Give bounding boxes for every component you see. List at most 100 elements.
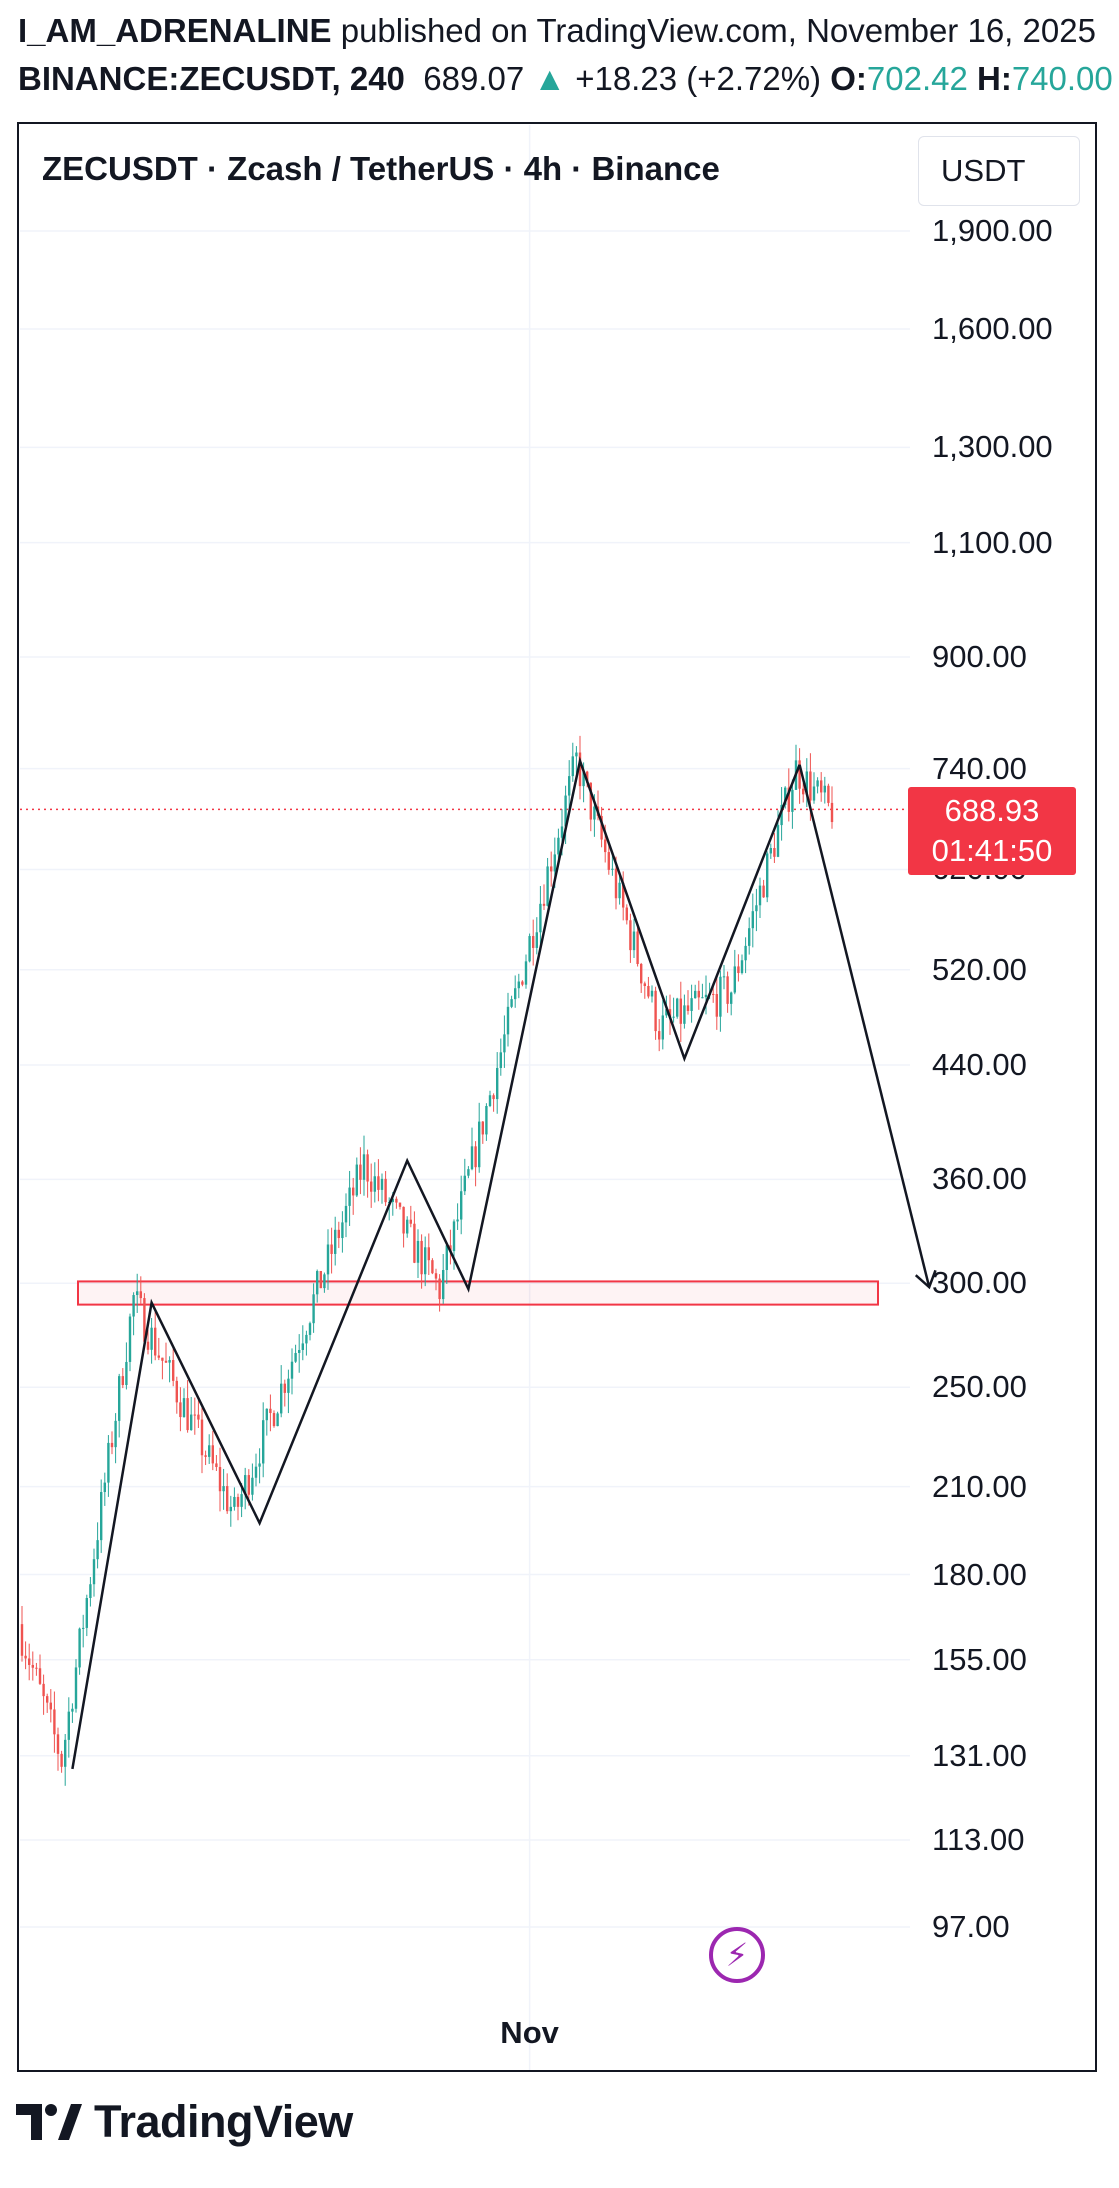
candle-body xyxy=(629,920,632,951)
y-tick-label: 1,300.00 xyxy=(932,429,1053,465)
candle-body xyxy=(715,994,718,1017)
candle-body xyxy=(755,905,758,912)
candle-body xyxy=(791,789,794,812)
candle-body xyxy=(406,1219,409,1234)
candle-body xyxy=(424,1247,427,1275)
candle-body xyxy=(665,1009,668,1016)
candle-body xyxy=(132,1295,135,1317)
candle-body xyxy=(809,771,812,801)
candle-body xyxy=(301,1343,304,1350)
candle-body xyxy=(521,981,524,985)
candle-body xyxy=(737,966,740,974)
projection-arrowhead xyxy=(914,1269,937,1290)
symbol-label: BINANCE:ZECUSDT, 240 xyxy=(18,60,405,97)
candle-body xyxy=(773,848,776,857)
candle-body xyxy=(542,903,546,906)
published-text: published on TradingView.com, November 1… xyxy=(340,12,1096,49)
candle-body xyxy=(49,1702,52,1710)
candle-body xyxy=(262,1420,265,1464)
y-tick-label: 155.00 xyxy=(932,1641,1027,1677)
candle-body xyxy=(168,1360,171,1363)
candle-body xyxy=(503,1034,506,1053)
candle-body xyxy=(614,868,618,899)
candle-body xyxy=(362,1154,366,1180)
projection-arrow-line xyxy=(798,764,931,1288)
candle-body xyxy=(229,1506,232,1512)
candle-body xyxy=(524,961,528,985)
candle-body xyxy=(535,932,538,948)
y-tick-label: 250.00 xyxy=(932,1369,1027,1405)
candle-body xyxy=(690,998,693,1011)
candle-body xyxy=(402,1206,405,1234)
candle-body xyxy=(625,907,628,921)
candle-body xyxy=(323,1274,326,1289)
candle-body xyxy=(222,1486,225,1492)
y-tick-label: 97.00 xyxy=(932,1909,1010,1944)
candle-body xyxy=(355,1164,358,1196)
candle-body xyxy=(488,1095,492,1107)
candle-body xyxy=(658,1031,661,1040)
candle-body xyxy=(125,1361,128,1386)
candle-body xyxy=(71,1708,74,1712)
candle-body xyxy=(445,1245,448,1271)
candle-body xyxy=(632,931,636,951)
candle-body xyxy=(64,1739,67,1767)
candle-body xyxy=(24,1655,27,1659)
candle-body xyxy=(370,1181,373,1192)
high-label: H: xyxy=(977,60,1012,97)
candle-body xyxy=(179,1402,182,1418)
author-name[interactable]: I_AM_ADRENALINE xyxy=(18,12,332,49)
currency-button[interactable]: USDT xyxy=(918,136,1080,206)
candle-body xyxy=(643,983,646,987)
candle-body xyxy=(359,1164,362,1180)
candle-body xyxy=(215,1463,218,1468)
candle-body xyxy=(89,1584,92,1598)
candle-body xyxy=(380,1178,384,1190)
support-zone xyxy=(77,1280,879,1306)
candle-body xyxy=(143,1298,146,1342)
candles xyxy=(20,735,834,1786)
candle-body xyxy=(539,903,542,933)
candle-body xyxy=(805,771,808,795)
candle-body xyxy=(816,780,819,787)
candle-body xyxy=(352,1187,355,1196)
candle-body xyxy=(20,1624,24,1656)
candle-body xyxy=(308,1323,312,1335)
candle-body xyxy=(330,1244,333,1254)
price-change: +18.23 (+2.72%) xyxy=(575,60,822,97)
candle-body xyxy=(276,1413,279,1427)
candle-body xyxy=(208,1445,211,1457)
candle-body xyxy=(762,885,765,898)
candle-body xyxy=(694,990,697,999)
y-tick-label: 440.00 xyxy=(932,1046,1027,1082)
candle-body xyxy=(532,936,535,948)
candle-body xyxy=(78,1628,81,1668)
lightning-bolt-icon[interactable]: ⚡ xyxy=(709,1927,765,1983)
candle-body xyxy=(348,1187,351,1206)
y-tick-label: 300.00 xyxy=(932,1265,1027,1301)
candle-body xyxy=(114,1420,117,1448)
candle-body xyxy=(568,776,571,796)
candle-body xyxy=(564,795,567,827)
candle-body xyxy=(589,782,592,820)
y-tick-label: 520.00 xyxy=(932,951,1027,987)
candle-body xyxy=(474,1146,477,1168)
candle-body xyxy=(416,1240,420,1263)
candle-body xyxy=(197,1414,200,1420)
candle-body xyxy=(204,1455,207,1457)
candle-body xyxy=(766,853,769,898)
candle-body xyxy=(258,1463,261,1467)
candle-body xyxy=(247,1475,250,1495)
tradingview-footer[interactable]: TradingView xyxy=(16,2096,353,2148)
x-tick-label: Nov xyxy=(500,2015,559,2050)
candle-body xyxy=(438,1278,441,1300)
candle-body xyxy=(676,998,679,1017)
candle-body xyxy=(294,1352,297,1362)
y-tick-label: 180.00 xyxy=(932,1556,1027,1592)
candle-body xyxy=(121,1376,124,1386)
candle-body xyxy=(431,1260,434,1274)
y-tick-label: 740.00 xyxy=(932,750,1027,786)
candle-body xyxy=(776,825,780,857)
candle-body xyxy=(704,994,708,998)
